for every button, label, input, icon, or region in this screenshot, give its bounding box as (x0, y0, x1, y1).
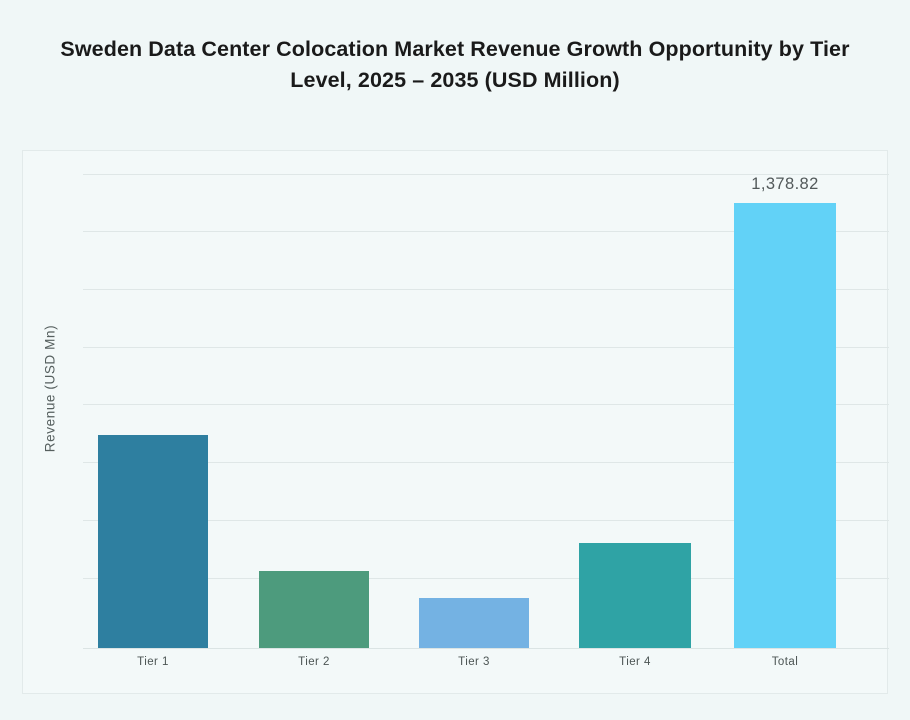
bar-rect-tier-4[interactable] (579, 543, 691, 648)
x-axis-label-tier-1: Tier 1 (137, 656, 169, 668)
x-axis-label-total: Total (771, 656, 799, 668)
gridline (83, 404, 889, 405)
chart-title-line-1: Sweden Data Center Colocation Market Rev… (60, 37, 850, 61)
gridline (83, 347, 889, 348)
gridline (83, 462, 889, 463)
gridline (83, 520, 889, 521)
bar-rect-tier-2[interactable] (259, 571, 369, 648)
plot-inner: Revenue (USD Mn) 1,378.82 Tier 1 Tier 2 … (23, 151, 889, 695)
bar-rect-tier-3[interactable] (419, 598, 529, 648)
x-axis-line (83, 648, 889, 649)
gridline (83, 174, 889, 175)
bar-rect-total[interactable] (734, 203, 836, 648)
bar-value-total: 1,378.82 (751, 175, 819, 193)
chart-title-line-2: Level, 2025 – 2035 (USD Million) (290, 67, 620, 92)
x-axis-label-tier-4: Tier 4 (619, 656, 651, 668)
chart-title: Sweden Data Center Colocation Market Rev… (0, 34, 910, 95)
bar-tier-4[interactable] (579, 543, 691, 648)
x-axis-label-tier-2: Tier 2 (298, 656, 330, 668)
gridline (83, 231, 889, 232)
chart-plot-area: Revenue (USD Mn) 1,378.82 Tier 1 Tier 2 … (22, 150, 889, 695)
x-axis-label-tier-3: Tier 3 (458, 656, 490, 668)
bar-rect-tier-1[interactable] (98, 435, 208, 648)
gridline (83, 289, 889, 290)
bar-tier-1[interactable] (98, 435, 208, 648)
bar-tier-2[interactable] (259, 571, 369, 648)
y-axis-title: Revenue (USD Mn) (42, 324, 58, 453)
bar-total[interactable]: 1,378.82 (734, 175, 836, 648)
bar-tier-3[interactable] (419, 598, 529, 648)
gridline (83, 578, 889, 579)
